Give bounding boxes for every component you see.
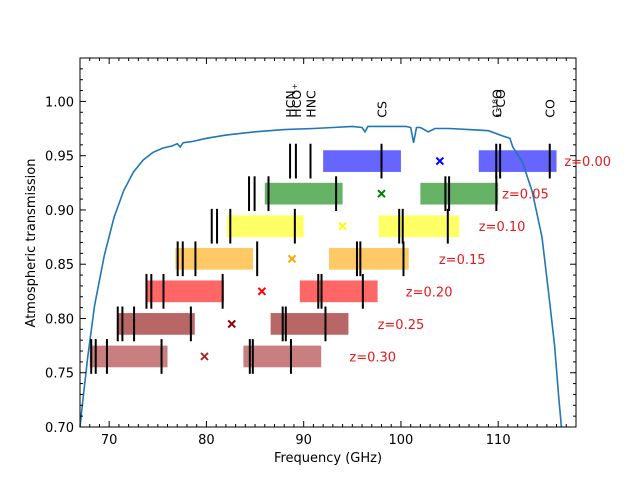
marker-x-z030	[200, 352, 209, 361]
band-z020-1	[299, 280, 378, 303]
y-tick-label: 0.70	[45, 421, 74, 436]
band-z025-0	[116, 313, 195, 335]
redshift-label-4: z=0.20	[406, 285, 453, 300]
marker-stroke-b	[287, 254, 297, 263]
band-z000-0	[323, 150, 401, 172]
redshift-label-6: z=0.30	[349, 350, 396, 365]
y-tick-label: 0.95	[45, 150, 74, 165]
marker-x-z025	[227, 319, 236, 329]
redshift-label-0: z=0.00	[564, 155, 611, 170]
y-axis-label: Atmospheric transmission	[24, 159, 39, 328]
redshift-label-5: z=0.25	[378, 318, 425, 333]
marker-stroke-b	[377, 189, 386, 198]
transmission-curve	[79, 125, 563, 428]
x-tick-label: 110	[486, 433, 511, 448]
band-z005-0	[264, 182, 343, 205]
band-z030-1	[243, 345, 322, 368]
band-z025-1	[270, 313, 349, 335]
marker-x-z005	[377, 189, 386, 198]
line-label-13co: ¹³CO	[493, 89, 508, 118]
marker-x-z010	[338, 222, 347, 231]
band-z005-1	[420, 182, 499, 205]
line-label-co: CO	[543, 99, 558, 118]
line-label-hnc: HNC	[303, 90, 318, 118]
x-tick-label: 70	[101, 433, 118, 448]
marker-x-z020	[257, 287, 267, 296]
x-tick-label: 100	[389, 433, 414, 448]
band-z015-0	[175, 247, 254, 270]
x-tick-label: 80	[198, 433, 215, 448]
y-tick-label: 0.85	[45, 258, 74, 273]
y-tick-label: 0.80	[45, 312, 74, 327]
marker-stroke-b	[257, 287, 267, 296]
band-z020-0	[146, 280, 224, 303]
line-label-hco: HCO⁺	[289, 83, 304, 118]
y-tick-label: 0.90	[45, 204, 74, 219]
redshift-label-1: z=0.05	[502, 188, 549, 203]
band-z030-0	[89, 345, 168, 368]
marker-stroke-b	[338, 222, 347, 231]
redshift-label-2: z=0.10	[479, 220, 526, 235]
x-axis-label: Frequency (GHz)	[274, 451, 382, 466]
line-label-c18o: C¹⁸O	[489, 89, 504, 118]
line-label-hcn: HCN	[283, 90, 298, 117]
marker-x-z000	[435, 156, 445, 166]
redshift-label-3: z=0.15	[439, 253, 486, 268]
y-tick-label: 1.00	[45, 95, 74, 110]
marker-stroke-b	[227, 319, 236, 329]
x-tick-label: 90	[295, 433, 312, 448]
line-label-cs: CS	[374, 101, 389, 118]
marker-stroke-b	[200, 352, 209, 361]
marker-x-z015	[287, 254, 297, 263]
band-z010-0	[226, 215, 304, 238]
band-z015-1	[328, 247, 409, 270]
marker-stroke-b	[435, 156, 445, 166]
band-z000-1	[478, 150, 557, 172]
y-tick-label: 0.75	[45, 367, 74, 382]
